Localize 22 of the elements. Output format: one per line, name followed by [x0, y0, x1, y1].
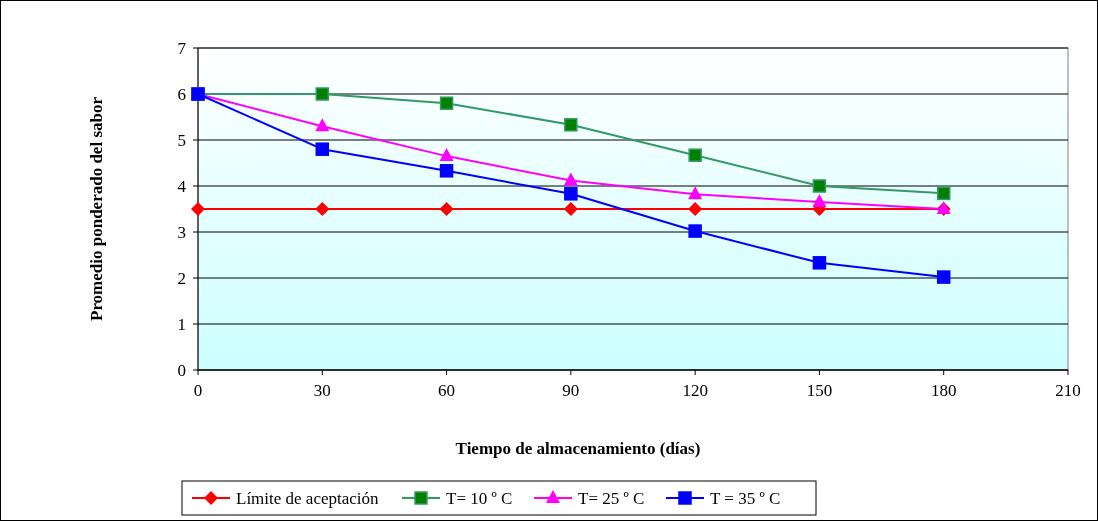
y-tick-label: 1 — [177, 314, 186, 334]
legend-label: Límite de aceptación — [236, 488, 380, 508]
y-tick-label: 0 — [177, 360, 186, 380]
legend-label: T = 35 º C — [710, 488, 781, 508]
y-tick-label: 5 — [177, 130, 186, 150]
x-tick-label: 120 — [682, 381, 708, 400]
x-tick-label: 210 — [1055, 381, 1081, 400]
legend-label: T= 10 º C — [446, 488, 513, 508]
x-tick-label: 180 — [930, 381, 957, 400]
y-tick-label: 6 — [177, 84, 186, 104]
x-tick-label: 60 — [438, 381, 456, 400]
x-tick-label: 150 — [806, 381, 833, 400]
y-tick-label: 4 — [177, 176, 187, 196]
y-tick-label: 7 — [177, 38, 187, 58]
x-axis-title: Tiempo de almacenamiento (días) — [455, 439, 701, 458]
y-tick-label: 2 — [177, 268, 186, 288]
x-tick-label: 90 — [562, 381, 580, 400]
y-axis-title: Promedio ponderado del sabor — [87, 96, 106, 322]
x-tick-label: 0 — [193, 381, 203, 400]
y-tick-label: 3 — [177, 222, 186, 242]
x-tick-label: 30 — [313, 381, 331, 400]
legend-label: T= 25 º C — [578, 488, 645, 508]
